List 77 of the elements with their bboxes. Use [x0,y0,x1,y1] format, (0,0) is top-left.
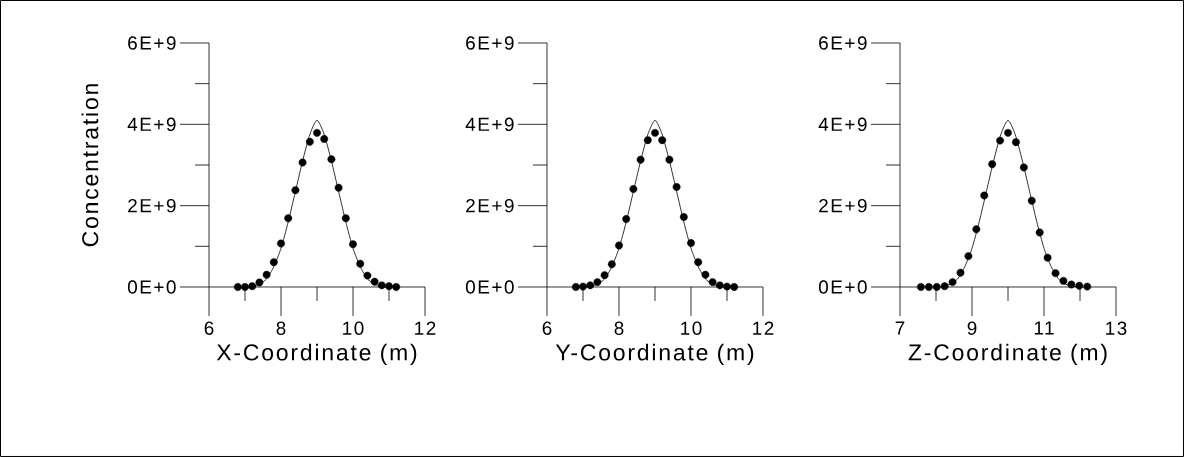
point [629,185,638,193]
point [964,252,973,260]
point [948,278,957,287]
point [320,135,329,143]
point [1019,163,1028,172]
point [665,155,674,164]
point [708,278,717,287]
point [672,183,681,191]
y-tick-label: 2E+9 [819,198,867,213]
x-axis-title: X-Coordinate (m) [216,343,417,366]
point [349,240,357,249]
point [363,271,372,280]
point [988,160,997,169]
point [1027,196,1036,205]
x-axis-title: Z-Coordinate (m) [908,343,1107,366]
point [334,183,343,192]
point [687,239,695,247]
point [298,158,307,167]
x-tick-label: 6 [204,321,214,335]
point [284,214,293,223]
point [313,128,321,137]
x-tick-label: 10 [681,321,702,335]
x-tick-label: 8 [614,321,624,335]
x-tick-label: 13 [1106,321,1127,335]
x-tick-label: 12 [415,321,436,335]
point [1059,276,1068,285]
point [636,155,645,164]
y-axis-title: Concentration [81,84,99,247]
point [1035,228,1044,237]
point [327,155,336,164]
y-tick-label: 6E+9 [128,36,176,50]
x-tick-label: 11 [1034,321,1054,335]
point [269,258,278,267]
y-tick-label: 2E+9 [466,198,514,213]
point [262,270,271,279]
point [255,278,264,287]
point [643,136,652,145]
y-tick-label: 0E+0 [818,280,867,294]
y-tick-label: 4E+9 [465,117,514,132]
x-tick-label: 6 [542,321,552,335]
x-tick-label: 7 [895,321,905,335]
point [694,258,703,267]
y-tick-label: 0E+0 [127,280,176,294]
y-tick-label: 0E+0 [465,280,514,294]
y-tick-label: 4E+9 [127,117,176,132]
point [341,214,350,223]
point [1012,138,1020,147]
y-tick-label: 6E+9 [819,36,867,50]
point [291,186,300,195]
y-tick-label: 6E+9 [466,36,514,50]
point [1004,128,1012,137]
point [1051,269,1060,278]
point [277,239,285,248]
point [651,128,659,137]
point [972,225,981,234]
x-tick-label: 8 [276,321,286,335]
point [1043,253,1052,262]
point [980,191,989,200]
point [370,277,379,286]
point [593,278,602,287]
point [356,259,365,268]
point [658,136,667,145]
x-tick-label: 9 [967,321,977,335]
point [996,136,1004,145]
point [615,241,623,250]
x-axis-title: Y-Coordinate (m) [555,343,754,366]
x-tick-label: 12 [753,321,774,335]
y-tick-label: 2E+9 [128,198,176,213]
point [701,270,710,279]
x-tick-label: 10 [343,321,364,335]
point [956,268,965,277]
y-tick-label: 4E+9 [818,117,867,132]
point [607,260,616,269]
point [622,215,631,223]
point [600,271,609,280]
point [305,137,314,146]
point [679,213,688,221]
